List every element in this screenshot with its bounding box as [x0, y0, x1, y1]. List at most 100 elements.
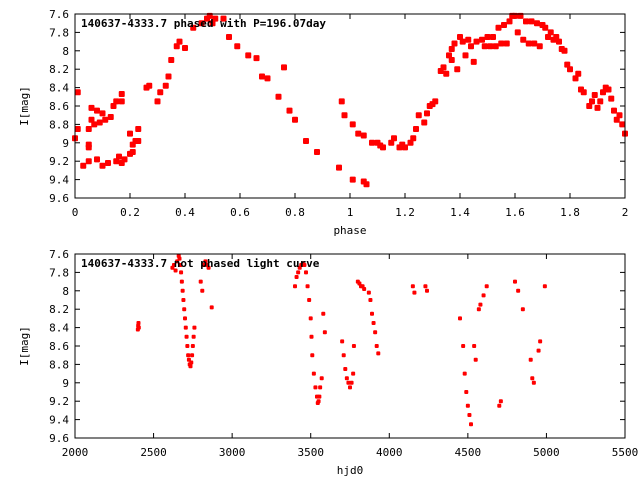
x-tick-label: 4500 — [455, 446, 482, 459]
data-point — [619, 121, 626, 128]
data-point — [113, 158, 120, 165]
data-point — [553, 34, 560, 40]
data-point — [370, 311, 374, 316]
data-point — [74, 126, 81, 132]
x-tick-label: 2500 — [140, 446, 167, 459]
data-point — [192, 325, 197, 330]
data-point — [561, 47, 568, 54]
y-tick-label: 9.4 — [49, 414, 69, 427]
data-point — [340, 339, 345, 344]
data-point — [608, 95, 615, 102]
y-tick-label: 9.2 — [49, 395, 69, 408]
data-point — [182, 307, 187, 312]
data-point — [91, 121, 98, 128]
data-point — [368, 298, 373, 302]
data-point — [458, 316, 462, 321]
data-point — [525, 40, 532, 47]
data-point — [498, 399, 503, 404]
data-point — [542, 284, 547, 289]
y-tick-label: 8.6 — [49, 100, 69, 113]
data-point — [594, 104, 601, 111]
data-point — [413, 126, 419, 132]
x-tick-label: 1.6 — [505, 206, 525, 219]
data-point — [85, 126, 92, 132]
data-point — [530, 376, 535, 381]
data-point — [481, 293, 486, 298]
data-point — [88, 116, 95, 123]
x-tick-label: 1.8 — [560, 206, 580, 219]
data-point — [520, 36, 527, 43]
data-point — [203, 259, 208, 264]
data-point — [470, 58, 477, 65]
data-point — [220, 15, 227, 22]
data-point — [180, 288, 185, 293]
data-point — [344, 376, 349, 381]
data-point — [462, 52, 469, 59]
data-point — [253, 55, 260, 62]
data-point — [605, 86, 612, 93]
data-point — [481, 43, 488, 50]
x-tick-label: 5500 — [612, 446, 639, 459]
data-point — [85, 141, 92, 148]
data-point — [178, 263, 183, 268]
plot-frame — [74, 253, 626, 439]
data-point — [157, 89, 164, 96]
data-point — [545, 34, 551, 40]
data-point — [343, 367, 348, 371]
data-point — [184, 334, 189, 339]
data-point — [523, 18, 529, 25]
data-point — [462, 371, 467, 376]
data-point — [129, 149, 136, 155]
data-point — [487, 43, 494, 50]
data-point — [186, 353, 191, 358]
data-point — [209, 305, 214, 310]
unphased-light-curve-plot: 2000 2500 3000 3500 4000 4500 5000 5500 7.6 7.8 8 8… — [18, 248, 638, 477]
y-tick-label: 7.8 — [49, 266, 69, 279]
data-point — [281, 64, 287, 71]
data-point — [366, 290, 371, 295]
data-point — [349, 380, 354, 385]
data-point — [528, 357, 533, 362]
data-point — [468, 43, 474, 50]
x-tick-label: 1.2 — [395, 206, 415, 219]
data-point — [424, 110, 430, 117]
data-point — [448, 45, 455, 52]
y-tick-label: 8.8 — [49, 358, 69, 371]
data-point — [467, 413, 472, 417]
data-point — [264, 75, 271, 82]
data-point — [118, 91, 125, 98]
data-point — [165, 73, 172, 80]
y-tick-label: 8 — [62, 285, 69, 298]
y-tick-label: 7.6 — [49, 8, 69, 21]
data-point — [135, 137, 142, 144]
data-point — [311, 371, 316, 376]
data-point — [127, 130, 133, 137]
data-point — [520, 307, 525, 312]
data-point — [465, 403, 470, 408]
x-tick-label: 0.8 — [285, 206, 305, 219]
data-point — [501, 22, 507, 29]
data-point — [310, 353, 315, 358]
y-tick-label: 9.2 — [49, 155, 69, 168]
data-point — [484, 34, 491, 40]
data-point — [292, 116, 298, 123]
data-point — [176, 38, 183, 45]
y-tick-label: 7.8 — [49, 26, 69, 39]
data-point — [469, 422, 473, 427]
data-point — [172, 263, 176, 268]
x-tick-label: 3000 — [219, 446, 246, 459]
data-point — [425, 288, 429, 293]
y-tick-label: 9 — [62, 137, 69, 150]
x-tick-label: 0.2 — [120, 206, 140, 219]
data-point — [465, 36, 472, 43]
phased-light-curve-plot: 0 0.2 0.4 0.6 0.8 1 1.2 1.4 1.6 1.8 2 7.6 7.8 8 8.2 8.4… — [18, 8, 628, 237]
data-point — [309, 334, 314, 339]
x-tick-label: 1 — [347, 206, 354, 219]
data-point — [531, 40, 538, 47]
data-point — [188, 364, 193, 369]
data-point — [308, 316, 313, 321]
data-point — [318, 385, 323, 390]
x-tick-label: 5000 — [533, 446, 560, 459]
data-point — [556, 38, 562, 45]
data-point — [371, 321, 376, 325]
